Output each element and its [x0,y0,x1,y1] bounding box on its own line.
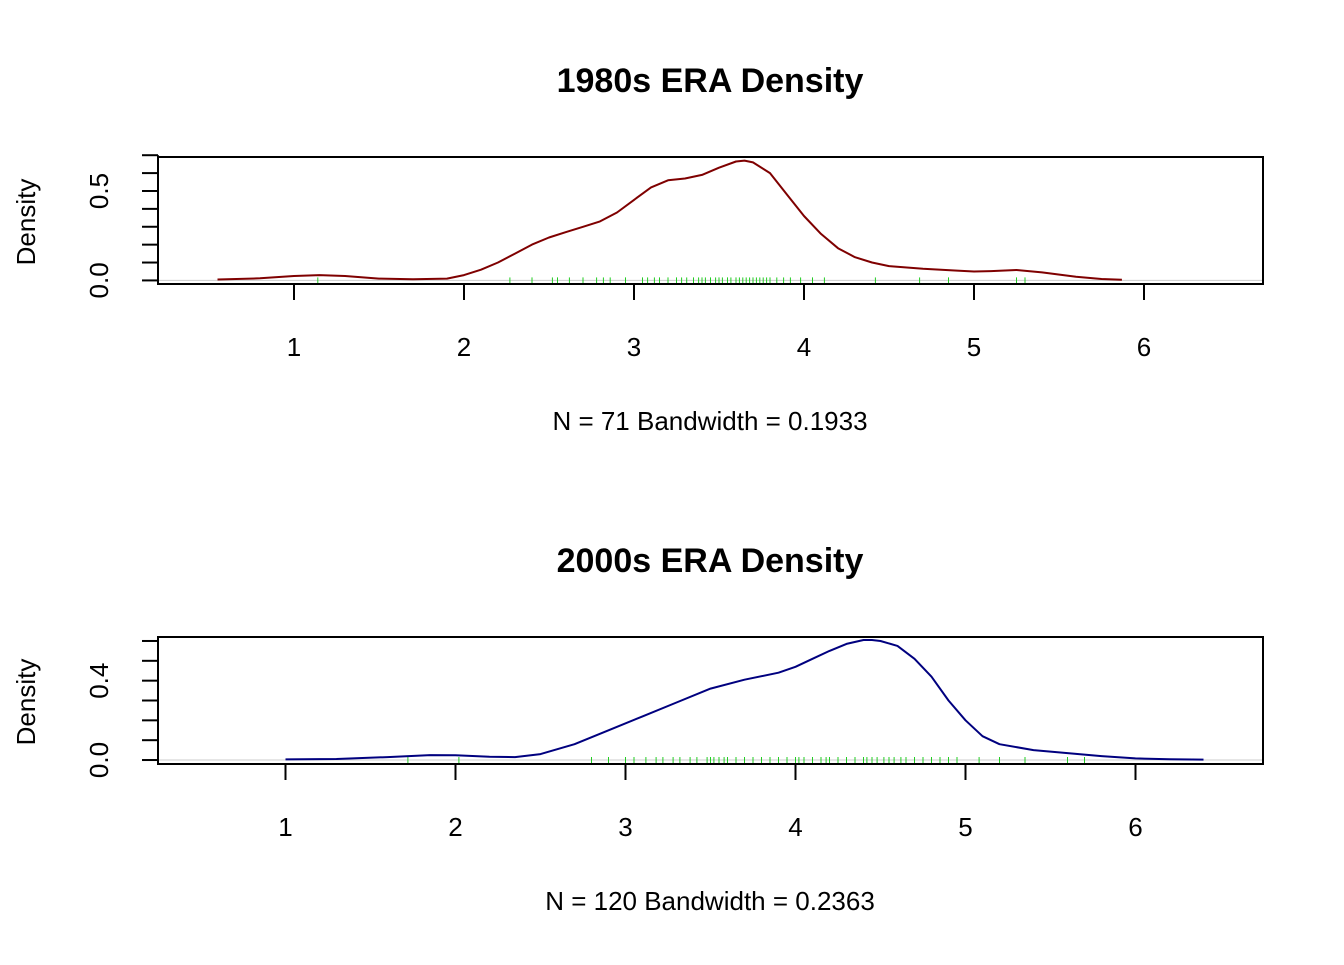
density-line [217,159,1122,281]
x-tick-label: 4 [797,332,811,362]
density-line [285,639,1204,761]
y-tick-label: 0.0 [84,742,114,778]
chart-title: 2000s ERA Density [557,542,864,580]
x-tick-label: 6 [1128,812,1142,842]
x-axis-label: N = 71 Bandwidth = 0.1933 [552,406,867,436]
y-tick-label: 0.4 [84,663,114,699]
x-tick-label: 1 [278,812,292,842]
x-tick-label: 3 [618,812,632,842]
x-tick-label: 4 [788,812,802,842]
x-tick-label: 5 [967,332,981,362]
y-tick-label: 0.5 [84,173,114,209]
x-tick-label: 2 [457,332,471,362]
y-axis-label: Density [11,179,41,266]
x-tick-label: 2 [448,812,462,842]
y-tick-label: 0.0 [84,262,114,298]
panel-2000s: 2000s ERA Density Density N = 120 Bandwi… [11,542,1264,916]
x-tick-label: 3 [627,332,641,362]
x-tick-label: 1 [287,332,301,362]
y-axis-label: Density [11,659,41,746]
plot-area: 1 2 3 4 5 6 0.0 0.5 [84,154,1264,362]
x-tick-label: 5 [958,812,972,842]
chart-title: 1980s ERA Density [557,62,864,100]
x-axis-label: N = 120 Bandwidth = 0.2363 [545,886,875,916]
plot-area: 1 2 3 4 5 6 0.0 0.4 [84,636,1264,842]
panel-1980s: 1980s ERA Density Density N = 71 Bandwid… [11,62,1264,436]
x-tick-label: 6 [1137,332,1151,362]
